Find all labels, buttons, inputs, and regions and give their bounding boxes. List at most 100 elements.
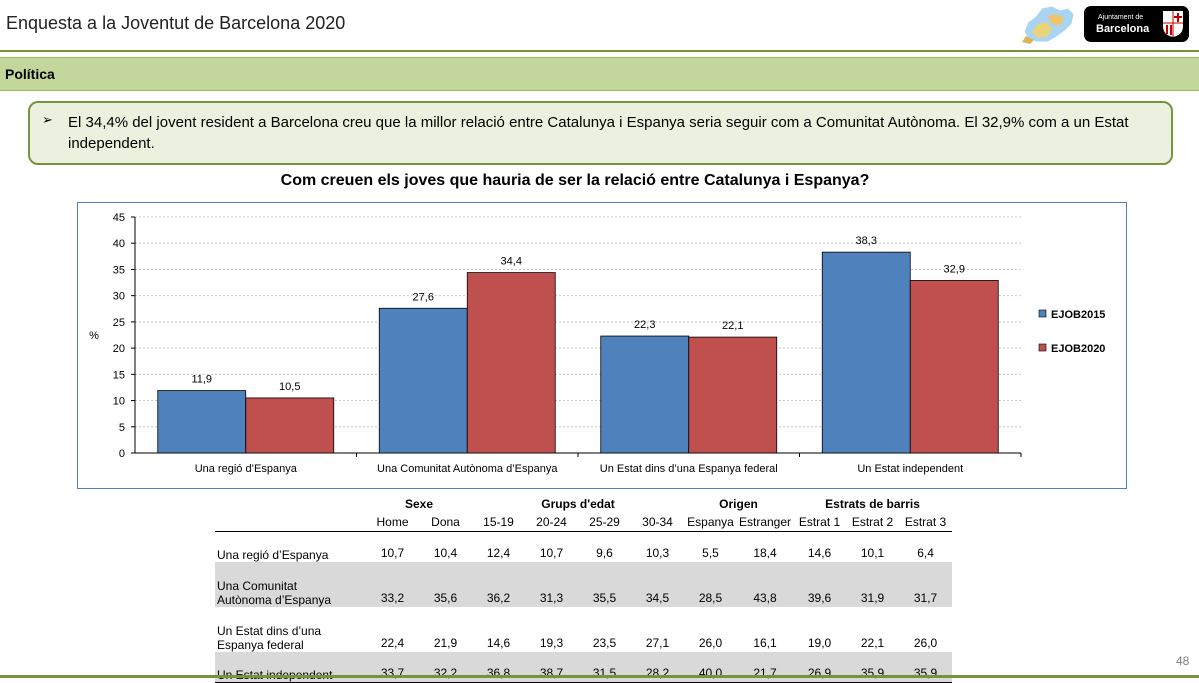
y-tick-label: 10 (113, 396, 125, 408)
y-tick-label: 0 (119, 448, 125, 460)
table-cell: 36,2 (472, 562, 525, 607)
crosstab-table: Sexe Grups d'edat Origen Estrats de barris H… (215, 496, 953, 683)
header-rule (0, 50, 1199, 52)
table-cell: 23,5 (592, 636, 617, 650)
legend-swatch (1038, 309, 1047, 318)
column-header: 20-24 (525, 512, 578, 532)
corner-cell (215, 496, 366, 512)
column-header: Estrat 2 (846, 512, 900, 532)
barcelona-map-icon (1022, 5, 1075, 44)
x-tick-label: Una regió d’Espanya (195, 463, 298, 475)
row-label-line: Un Estat dins d’una (217, 624, 322, 638)
bar (909, 280, 999, 454)
table-cell: 10,7 (380, 546, 405, 560)
table-cell: 31,9 (846, 562, 900, 607)
y-tick-label: 15 (113, 369, 125, 381)
page-title: Enquesta a la Joventut de Barcelona 2020 (6, 13, 346, 33)
table-cell: 19,0 (807, 636, 832, 650)
table-cell: 14,6 (807, 546, 832, 560)
chart-title: Com creuen els joves que hauria de ser l… (280, 172, 870, 189)
table-cell: 10,4 (433, 546, 458, 560)
table-cell: 39,6 (793, 562, 847, 607)
table-cell: 22,1 (860, 636, 885, 650)
table-cell: 21,9 (433, 636, 458, 650)
column-header: 25-29 (578, 512, 631, 532)
row-label: Un Estat dins d’una Espanya federal (215, 607, 366, 652)
ajuntament-logo: Ajuntament de Barcelona (1084, 6, 1189, 42)
y-tick-label: 30 (113, 291, 125, 303)
summary-text: El 34,4% del jovent resident a Barcelona… (68, 114, 1129, 152)
table-row: Una regió d’Espanya 10,7 10,4 12,4 10,7 9,6 10… (215, 532, 952, 562)
table-cell: 34,5 (631, 562, 684, 607)
table-cell: 35,6 (419, 562, 472, 607)
legend-label: EJOB2020 (1051, 343, 1105, 355)
group-header-row: Sexe Grups d'edat Origen Estrats de barris (215, 496, 952, 512)
table-cell: 33,2 (366, 562, 419, 607)
x-tick-label: Un Estat dins d’una Espanya federal (600, 463, 778, 475)
data-label: 22,1 (722, 320, 743, 332)
table-cell: 43,8 (737, 562, 794, 607)
y-tick-label: 20 (113, 343, 125, 355)
column-header-row: Home Dona 15-19 20-24 25-29 30-34 Espanya Estra… (215, 512, 953, 532)
bar (688, 336, 778, 454)
logo-line1: Ajuntament de (1098, 14, 1144, 21)
column-header: Dona (419, 512, 472, 532)
table-cell: 26,0 (913, 636, 938, 650)
table-cell: 26,0 (698, 636, 723, 650)
data-label: 32,9 (944, 263, 965, 275)
legend-label: EJOB2015 (1051, 309, 1105, 321)
group-header: Estrats de barris (825, 497, 920, 511)
table-cell: 5,5 (702, 546, 719, 560)
row-label-line: Autònoma d’Espanya (217, 593, 332, 607)
column-header: Home (366, 512, 419, 532)
group-header: Sexe (404, 497, 434, 511)
logo-line2: Barcelona (1096, 23, 1150, 35)
bar (821, 251, 911, 454)
legend-swatch (1038, 343, 1047, 352)
coat-of-arms-icon (1163, 11, 1183, 37)
bar-chart: 0 5 10 15 20 25 30 35 40 45% Una regió d’Espanya 11… (89, 212, 1105, 475)
bar (245, 397, 335, 454)
table-cell: 10,7 (539, 546, 564, 560)
y-tick-label: 35 (113, 264, 125, 276)
group-header: Origen (719, 497, 758, 511)
table-cell: 9,6 (596, 546, 613, 560)
group-header: Grups d'edat (541, 497, 615, 511)
table-cell: 10,1 (860, 546, 885, 560)
column-header: Espanya (684, 512, 737, 532)
table-cell: 31,3 (525, 562, 578, 607)
row-label: Una regió d’Espanya (217, 548, 329, 562)
column-header: Estrat 1 (793, 512, 847, 532)
chart-frame: 0 5 10 15 20 25 30 35 40 45% Una regió d’Espanya 11… (77, 202, 1127, 489)
table-cell: 35,5 (578, 562, 631, 607)
data-label: 10,5 (279, 381, 300, 393)
table-cell: 14,6 (486, 636, 511, 650)
y-tick-label: 40 (113, 238, 125, 250)
column-header: 15-19 (472, 512, 525, 532)
x-tick-label: Un Estat independent (857, 463, 963, 475)
arrow-bullet-icon: ➢ (42, 112, 53, 127)
section-title: Política (5, 66, 55, 82)
data-label: 38,3 (856, 235, 877, 247)
column-header: 30-34 (631, 512, 684, 532)
table-cell: 16,1 (753, 636, 777, 650)
y-axis-label: % (89, 330, 99, 342)
corner-cell (215, 512, 366, 532)
table-cell: 12,4 (486, 546, 511, 560)
data-label: 27,6 (413, 291, 434, 303)
bar (466, 272, 556, 454)
data-label: 11,9 (191, 374, 212, 386)
footer-rule (0, 675, 1199, 678)
y-tick-label: 25 (113, 317, 125, 329)
bar (157, 390, 247, 454)
data-label: 34,4 (501, 256, 522, 268)
column-header: Estranger (737, 512, 794, 532)
row-label-line: Una Comunitat (217, 579, 298, 593)
x-tick-label: Una Comunitat Autònoma d’Espanya (377, 463, 558, 475)
row-label: Una Comunitat Autònoma d’Espanya (215, 562, 366, 607)
table-cell: 22,4 (380, 636, 405, 650)
row-label-line: Espanya federal (217, 638, 304, 652)
bar (600, 335, 690, 454)
table-cell: 18,4 (753, 546, 777, 560)
bar (378, 307, 468, 454)
